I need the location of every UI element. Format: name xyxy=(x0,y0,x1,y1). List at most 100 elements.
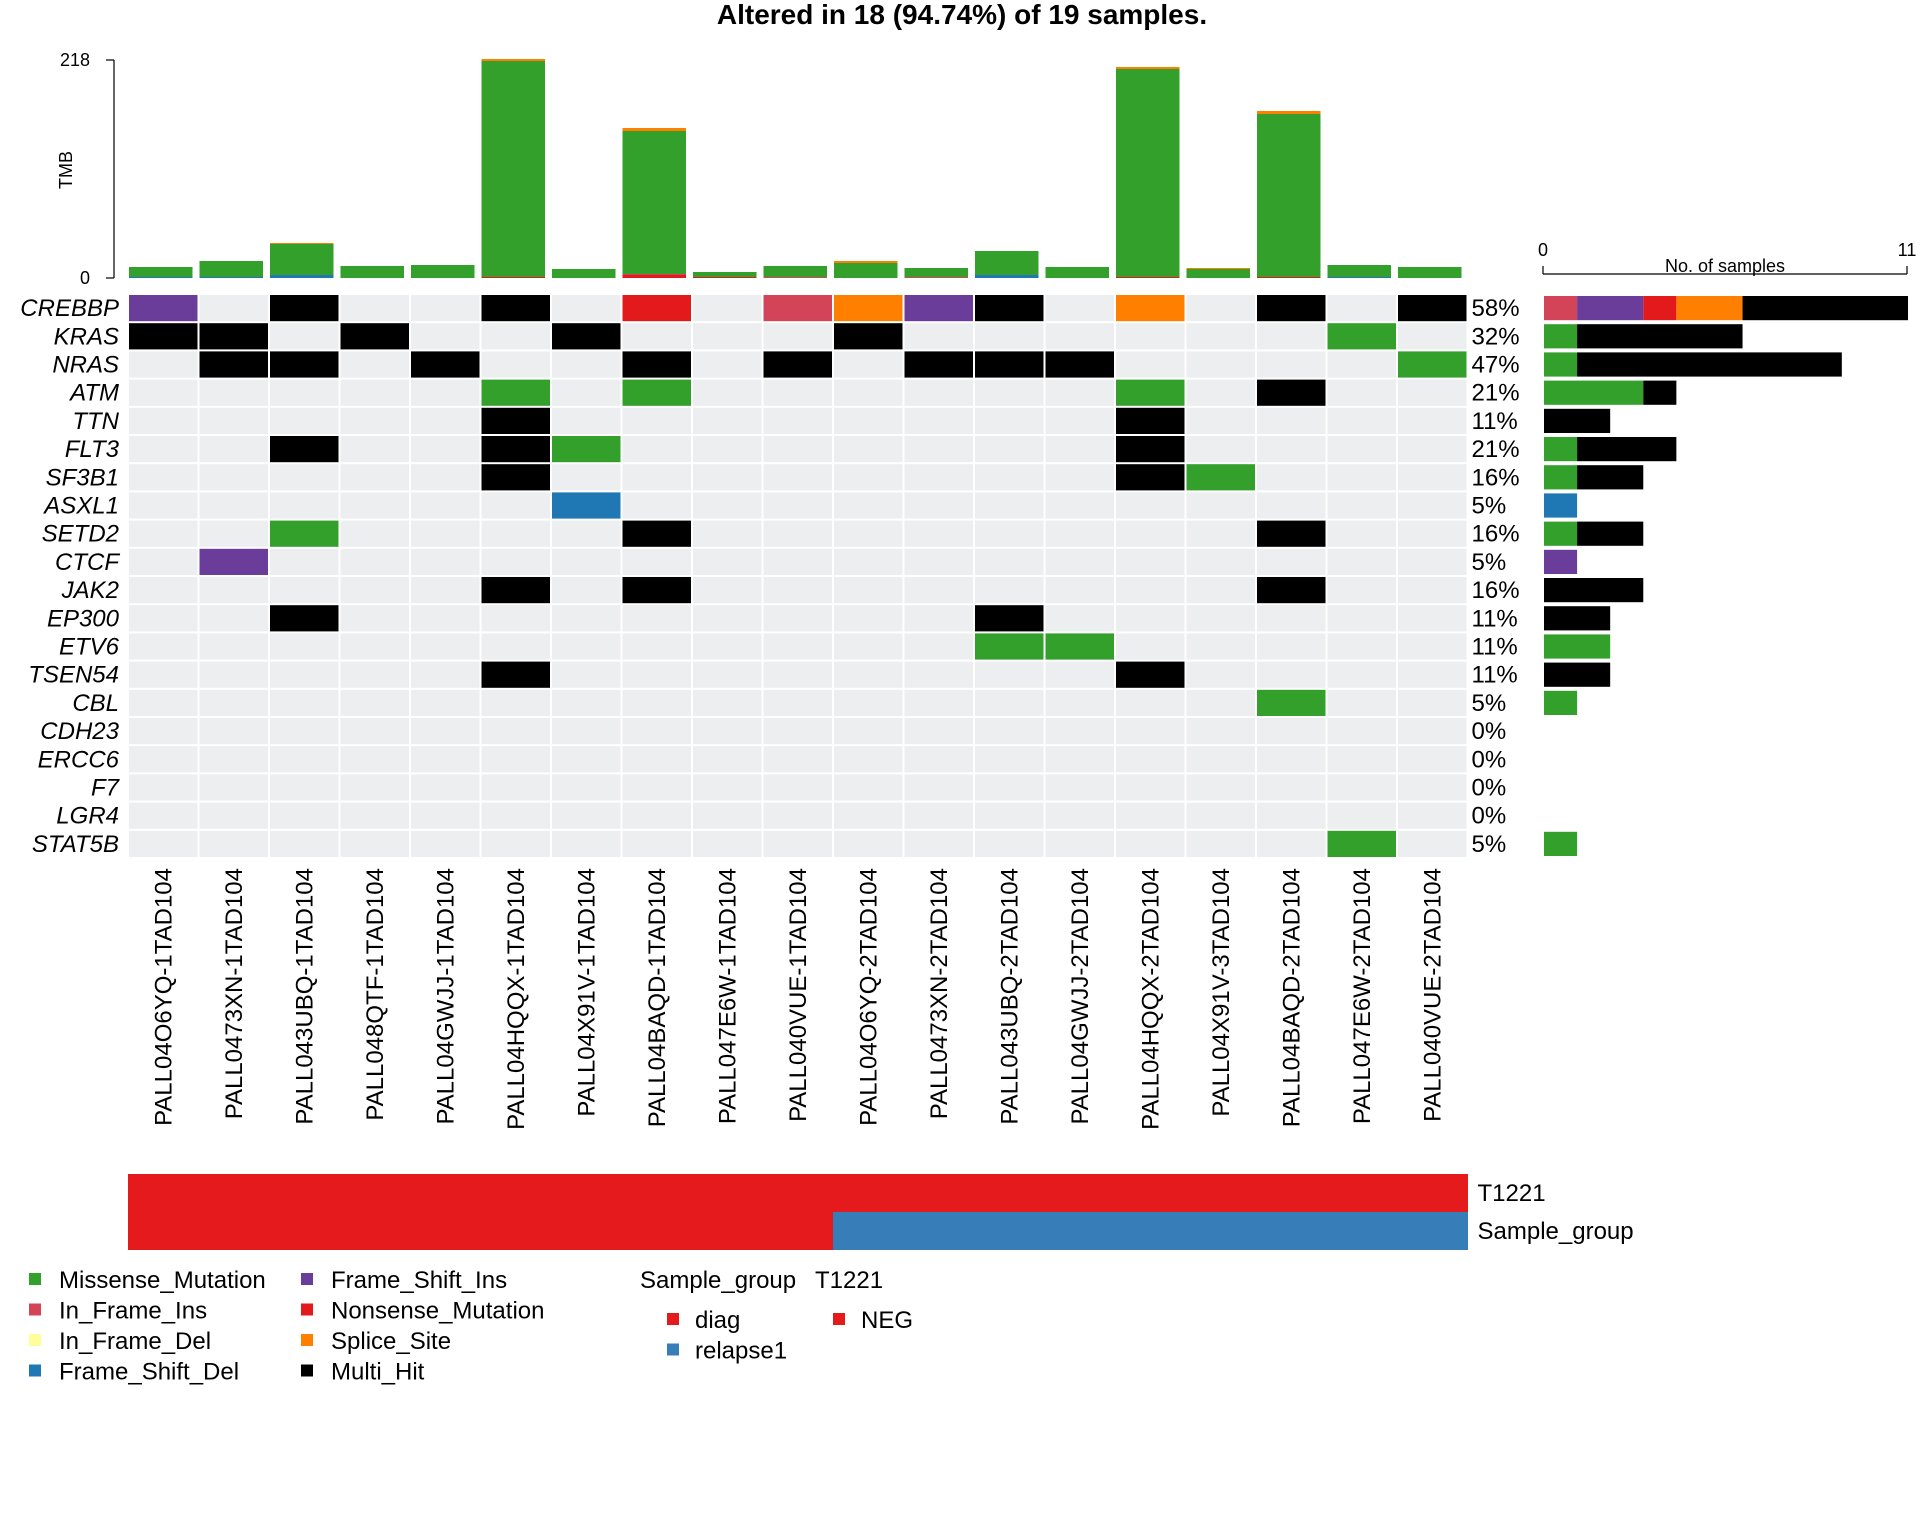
mutation-cell xyxy=(975,295,1044,322)
empty-cell xyxy=(904,718,973,745)
empty-cell xyxy=(411,661,480,688)
empty-cell xyxy=(129,379,198,406)
empty-cell xyxy=(763,746,832,773)
gene-label: STAT5B xyxy=(32,831,119,858)
empty-cell xyxy=(904,323,973,350)
tmb-barplot: 218 0 TMB xyxy=(56,50,1462,288)
empty-cell xyxy=(481,718,550,745)
empty-cell xyxy=(199,802,268,829)
empty-cell xyxy=(411,605,480,632)
mutation-cell xyxy=(270,295,339,322)
empty-cell xyxy=(975,689,1044,716)
empty-cell xyxy=(763,379,832,406)
tmb-bar-segment xyxy=(622,128,686,131)
empty-cell xyxy=(693,605,762,632)
empty-cell xyxy=(129,718,198,745)
empty-cell xyxy=(1327,492,1396,519)
empty-cell xyxy=(1045,464,1114,491)
empty-cell xyxy=(975,492,1044,519)
empty-cell xyxy=(1045,774,1114,801)
empty-cell xyxy=(693,351,762,378)
empty-cell xyxy=(904,633,973,660)
gene-percent-label: 0% xyxy=(1472,718,1507,745)
empty-cell xyxy=(1327,520,1396,547)
empty-cell xyxy=(270,718,339,745)
mutation-cell xyxy=(411,351,480,378)
empty-cell xyxy=(763,605,832,632)
empty-cell xyxy=(1186,492,1255,519)
gene-percent-label: 5% xyxy=(1472,831,1507,858)
mutation-cell xyxy=(975,633,1044,660)
empty-cell xyxy=(1186,661,1255,688)
mutation-cell xyxy=(834,295,903,322)
empty-cell xyxy=(1257,718,1326,745)
empty-cell xyxy=(1327,661,1396,688)
empty-cell xyxy=(1045,379,1114,406)
empty-cell xyxy=(411,379,480,406)
mutation-cell xyxy=(1398,351,1467,378)
sample-label: PALL043UBQ-1TAD104 xyxy=(291,868,318,1125)
mutation-cell xyxy=(1327,830,1396,857)
empty-cell xyxy=(1398,436,1467,463)
gene-label: CBL xyxy=(72,690,119,717)
empty-cell xyxy=(1045,492,1114,519)
empty-cell xyxy=(129,464,198,491)
empty-cell xyxy=(904,577,973,604)
empty-cell xyxy=(975,379,1044,406)
empty-cell xyxy=(1257,830,1326,857)
empty-cell xyxy=(1327,577,1396,604)
count-bar-segment xyxy=(1577,465,1644,490)
empty-cell xyxy=(1186,830,1255,857)
count-bar-segment xyxy=(1544,437,1578,462)
empty-cell xyxy=(904,830,973,857)
gene-label: LGR4 xyxy=(56,803,119,830)
legend-swatch xyxy=(667,1343,679,1356)
sample-label: PALL04O6YQ-2TAD104 xyxy=(855,868,882,1126)
tmb-bar-segment xyxy=(622,274,686,275)
empty-cell xyxy=(552,830,621,857)
empty-cell xyxy=(1327,605,1396,632)
empty-cell xyxy=(1398,605,1467,632)
empty-cell xyxy=(411,830,480,857)
mutation-cell xyxy=(1116,379,1185,406)
empty-cell xyxy=(1116,830,1185,857)
mutation-cell xyxy=(1116,464,1185,491)
mutation-cell xyxy=(199,323,268,350)
empty-cell xyxy=(834,548,903,575)
mutation-cell xyxy=(1398,295,1467,322)
mutation-cell xyxy=(270,605,339,632)
annotation-cell xyxy=(1185,1212,1257,1250)
gene-label: EP300 xyxy=(47,605,120,632)
empty-cell xyxy=(622,492,691,519)
mutation-cell xyxy=(904,295,973,322)
empty-cell xyxy=(975,718,1044,745)
empty-cell xyxy=(199,605,268,632)
mutation-cell xyxy=(622,520,691,547)
empty-cell xyxy=(340,746,409,773)
annotation-cell xyxy=(1397,1212,1468,1250)
empty-cell xyxy=(975,520,1044,547)
empty-cell xyxy=(1186,407,1255,434)
empty-cell xyxy=(129,774,198,801)
tmb-bar-segment xyxy=(1257,114,1321,277)
annotation-cell xyxy=(1044,1212,1116,1250)
empty-cell xyxy=(1045,436,1114,463)
sample-label: PALL04HQQX-1TAD104 xyxy=(503,868,530,1130)
count-bar-segment xyxy=(1544,634,1611,659)
gene-percent-label: 21% xyxy=(1472,436,1520,463)
tmb-bar-segment xyxy=(340,266,404,278)
empty-cell xyxy=(975,802,1044,829)
annotation-cell xyxy=(974,1174,1045,1212)
empty-cell xyxy=(552,718,621,745)
tmb-bar-segment xyxy=(693,272,757,277)
sample-label: PALL0473XN-2TAD104 xyxy=(926,868,953,1119)
annotation-cell xyxy=(833,1174,904,1212)
empty-cell xyxy=(975,436,1044,463)
empty-cell xyxy=(622,633,691,660)
empty-cell xyxy=(622,802,691,829)
annotation-cell xyxy=(1397,1174,1468,1212)
empty-cell xyxy=(340,407,409,434)
mutation-cell xyxy=(481,577,550,604)
chart-title: Altered in 18 (94.74%) of 19 samples. xyxy=(717,0,1207,30)
empty-cell xyxy=(270,830,339,857)
